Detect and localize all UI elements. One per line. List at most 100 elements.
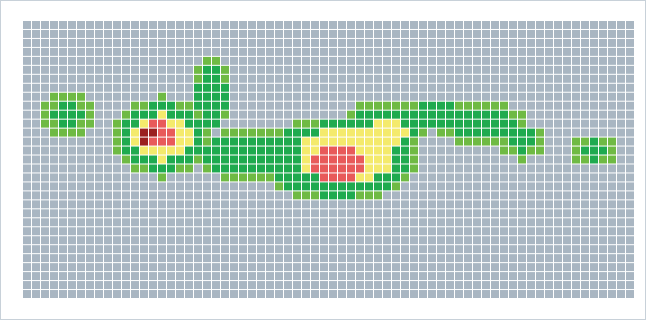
heatmap-cell: [500, 83, 508, 92]
heatmap-cell: [266, 290, 274, 298]
heatmap-cell: [293, 263, 301, 272]
heatmap-cell: [68, 119, 76, 128]
heatmap-cell: [572, 56, 580, 65]
heatmap-cell: [608, 263, 616, 272]
heatmap-cell: [239, 47, 247, 56]
heatmap-cell: [41, 209, 49, 218]
heatmap-cell: [401, 182, 409, 191]
heatmap-cell: [230, 236, 238, 245]
heatmap-cell: [275, 164, 283, 173]
heatmap-cell: [338, 227, 346, 236]
heatmap-cell: [365, 236, 373, 245]
heatmap-cell: [500, 245, 508, 254]
heatmap-cell: [59, 173, 67, 182]
heatmap-cell: [347, 227, 355, 236]
heatmap-cell: [617, 110, 625, 119]
heatmap-cell: [518, 263, 526, 272]
heatmap-cell: [536, 74, 544, 83]
heatmap-cell: [77, 110, 85, 119]
heatmap-cell: [347, 245, 355, 254]
heatmap-cell: [59, 236, 67, 245]
heatmap-cell: [599, 74, 607, 83]
heatmap-cell: [320, 92, 328, 101]
heatmap-cell: [509, 38, 517, 47]
heatmap-cell: [518, 272, 526, 281]
heatmap-cell: [590, 65, 598, 74]
heatmap-cell: [437, 191, 445, 200]
heatmap-cell: [293, 38, 301, 47]
heatmap-cell: [446, 47, 454, 56]
heatmap-cell: [473, 83, 481, 92]
heatmap-cell: [185, 191, 193, 200]
heatmap-cell: [95, 146, 103, 155]
heatmap-cell: [221, 155, 229, 164]
heatmap-cell: [212, 173, 220, 182]
heatmap-cell: [131, 74, 139, 83]
heatmap-cell: [131, 218, 139, 227]
heatmap-cell: [392, 209, 400, 218]
heatmap-cell: [527, 128, 535, 137]
heatmap-cell: [284, 164, 292, 173]
heatmap-cell: [419, 236, 427, 245]
heatmap-cell: [428, 272, 436, 281]
heatmap-cell: [32, 92, 40, 101]
heatmap-cell: [347, 92, 355, 101]
heatmap-cell: [464, 21, 472, 29]
heatmap-cell: [518, 83, 526, 92]
heatmap-cell: [446, 263, 454, 272]
heatmap-cell: [275, 236, 283, 245]
heatmap-cell: [338, 21, 346, 29]
heatmap-cell: [608, 146, 616, 155]
heatmap-cell: [248, 110, 256, 119]
heatmap-cell: [230, 21, 238, 29]
heatmap-cell: [617, 272, 625, 281]
heatmap-cell: [590, 245, 598, 254]
heatmap-cell: [95, 56, 103, 65]
heatmap-cell: [563, 38, 571, 47]
heatmap-cell: [221, 236, 229, 245]
heatmap-cell: [473, 65, 481, 74]
heatmap-cell: [23, 191, 31, 200]
heatmap-cell: [419, 146, 427, 155]
heatmap-cell: [104, 245, 112, 254]
heatmap-cell: [212, 92, 220, 101]
heatmap-cell: [86, 272, 94, 281]
heatmap-cell: [590, 38, 598, 47]
heatmap-cell: [158, 38, 166, 47]
heatmap-cell: [473, 92, 481, 101]
heatmap-cell: [122, 236, 130, 245]
heatmap-cell: [545, 164, 553, 173]
heatmap-cell: [113, 74, 121, 83]
heatmap-cell: [392, 101, 400, 110]
heatmap-cell: [599, 164, 607, 173]
heatmap-cell: [239, 164, 247, 173]
heatmap-cell: [266, 110, 274, 119]
heatmap-cell: [392, 218, 400, 227]
heatmap-cell: [446, 29, 454, 38]
heatmap-cell: [239, 209, 247, 218]
heatmap-cell: [473, 21, 481, 29]
heatmap-cell: [329, 227, 337, 236]
heatmap-cell: [392, 281, 400, 290]
heatmap-cell: [266, 56, 274, 65]
heatmap-cell: [239, 83, 247, 92]
heatmap-cell: [347, 47, 355, 56]
heatmap-cell: [221, 272, 229, 281]
heatmap-cell: [365, 254, 373, 263]
heatmap-cell: [257, 173, 265, 182]
heatmap-cell: [194, 119, 202, 128]
heatmap-cell: [491, 119, 499, 128]
heatmap-cell: [257, 146, 265, 155]
heatmap-cell: [68, 227, 76, 236]
heatmap-cell: [365, 56, 373, 65]
heatmap-cell: [374, 119, 382, 128]
heatmap-cell: [428, 56, 436, 65]
heatmap-cell: [95, 209, 103, 218]
heatmap-cell: [491, 128, 499, 137]
heatmap-cell: [293, 209, 301, 218]
heatmap-cell: [599, 119, 607, 128]
heatmap-cell: [455, 29, 463, 38]
heatmap-cell: [266, 254, 274, 263]
heatmap-cell: [140, 164, 148, 173]
heatmap-cell: [464, 119, 472, 128]
